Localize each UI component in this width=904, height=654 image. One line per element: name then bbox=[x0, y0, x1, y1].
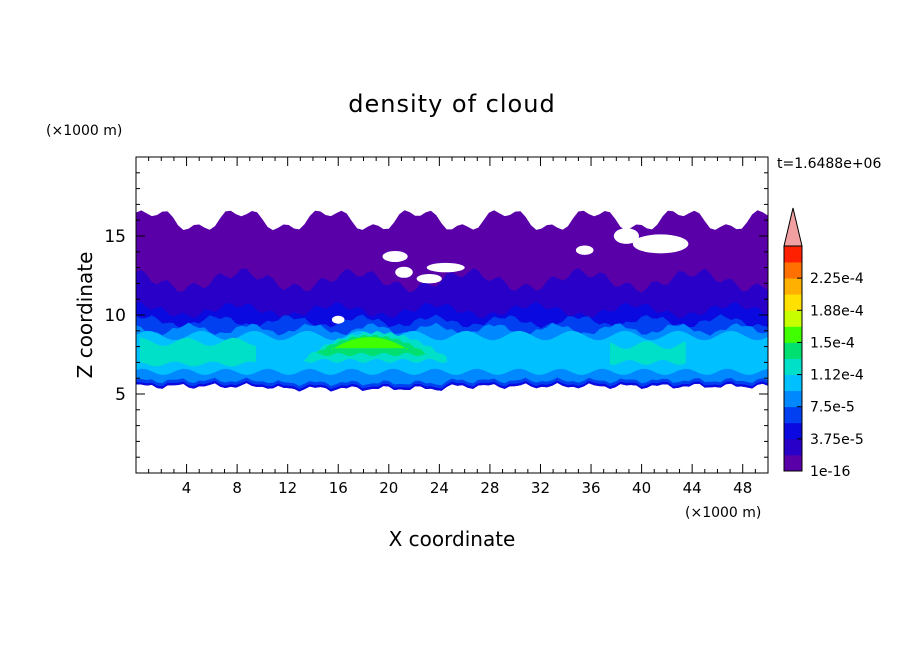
x-tick-label: 16 bbox=[329, 479, 348, 497]
y-axis-unit: (×1000 m) bbox=[46, 123, 122, 139]
y-axis-label: Z coordinate bbox=[73, 252, 97, 379]
x-tick-label: 48 bbox=[733, 479, 752, 497]
colorbar-swatch-4 bbox=[784, 390, 802, 408]
cloud-gap-5 bbox=[613, 228, 640, 244]
x-tick-label: 44 bbox=[683, 479, 702, 497]
colorbar-tick-label: 1.88e-4 bbox=[810, 303, 864, 319]
x-tick-label: 4 bbox=[182, 479, 192, 497]
cloud-layer-6b bbox=[610, 341, 686, 365]
plot-area bbox=[136, 210, 768, 392]
x-tick-label: 36 bbox=[581, 479, 600, 497]
x-tick-label: 8 bbox=[232, 479, 242, 497]
y-axis: 5 10 15 bbox=[104, 172, 768, 458]
colorbar-tick-label: 7.5e-5 bbox=[810, 400, 855, 416]
time-label: t=1.6488e+06 bbox=[777, 156, 881, 172]
chart-title: density of cloud bbox=[348, 90, 555, 118]
colorbar-swatch-2 bbox=[784, 422, 802, 440]
colorbar-swatch-7 bbox=[784, 342, 802, 359]
cloud-gap-1 bbox=[426, 262, 465, 273]
x-tick-label: 32 bbox=[531, 479, 550, 497]
colorbar-swatch-6 bbox=[784, 358, 802, 375]
colorbar-swatch-8 bbox=[784, 326, 802, 343]
y-tick-label: 10 bbox=[104, 306, 126, 326]
x-tick-label: 12 bbox=[278, 479, 297, 497]
cloud-gap-6 bbox=[575, 245, 594, 255]
x-tick-label: 24 bbox=[430, 479, 449, 497]
colorbar-swatch-3 bbox=[784, 406, 802, 424]
colorbar-swatch-11 bbox=[784, 278, 802, 295]
colorbar-over-triangle bbox=[783, 207, 803, 247]
cloud-gap-0 bbox=[382, 251, 408, 262]
cloud-field bbox=[136, 210, 768, 392]
x-axis-unit: (×1000 m) bbox=[685, 505, 761, 521]
cloud-layer-6 bbox=[139, 337, 257, 367]
colorbar-tick-label: 1.12e-4 bbox=[810, 368, 864, 384]
colorbar-swatch-13 bbox=[784, 246, 802, 263]
x-tick-label: 28 bbox=[480, 479, 499, 497]
colorbar-tick-label: 3.75e-5 bbox=[810, 432, 864, 448]
x-tick-label: 20 bbox=[379, 479, 398, 497]
cloud-gap-7 bbox=[331, 315, 345, 324]
colorbar-tick-label: 1.5e-4 bbox=[810, 335, 855, 351]
x-axis: 4 8 12 16 20 24 28 32 36 40 44 48 bbox=[148, 157, 756, 497]
colorbar-tick-label: 1e-16 bbox=[810, 464, 850, 480]
x-tick-label: 40 bbox=[632, 479, 651, 497]
cloud-gap-3 bbox=[395, 266, 413, 278]
cloud-gap-2 bbox=[416, 274, 442, 284]
colorbar-swatch-10 bbox=[784, 294, 802, 311]
cloud-core-peak bbox=[331, 337, 408, 350]
y-tick-label: 15 bbox=[104, 227, 126, 247]
cloud-gap-4 bbox=[632, 234, 689, 254]
colorbar-swatch-9 bbox=[784, 310, 802, 327]
colorbar-swatch-0 bbox=[784, 454, 802, 472]
x-axis-label: X coordinate bbox=[389, 527, 516, 551]
y-tick-label: 5 bbox=[115, 385, 126, 405]
colorbar-tick-label: 2.25e-4 bbox=[810, 271, 864, 287]
colorbar-frame bbox=[783, 245, 803, 472]
colorbar-swatch-1 bbox=[784, 438, 802, 456]
colorbar-swatch-5 bbox=[784, 374, 802, 392]
colorbar-swatch-12 bbox=[784, 262, 802, 279]
colorbar: 1e-16 3.75e-5 7.5e-5 1.12e-4 1.5e-4 1.88e-4 2.… bbox=[783, 207, 864, 480]
